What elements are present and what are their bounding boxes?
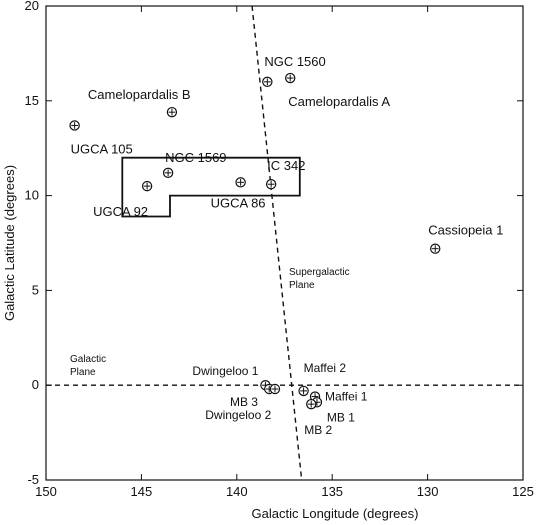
x-tick-label: 145 (131, 484, 153, 499)
point-cassiopeia-1 (430, 243, 441, 254)
label-maffei-2: Maffei 2 (304, 361, 347, 375)
reference-lines (46, 5, 523, 481)
point-ngc-1569 (162, 167, 174, 179)
x-tick-label: 125 (512, 484, 534, 499)
label-maffei-1: Maffei 1 (325, 390, 368, 404)
y-tick-label: -5 (27, 472, 39, 487)
x-axis-title: Galactic Longitude (degrees) (252, 506, 419, 521)
annotation-line: Plane (70, 367, 96, 378)
y-tick-label: 0 (32, 377, 39, 392)
annotations: Supergalactic Plane Galactic Plane (70, 267, 350, 378)
point-camelopardalis-b (166, 106, 178, 118)
annotation-line: Plane (289, 280, 315, 291)
label-ugca-105: UGCA 105 (71, 141, 133, 156)
label-dwingeloo-1: Dwingeloo 1 (192, 364, 258, 378)
label-ugca-86: UGCA 86 (211, 195, 266, 210)
label-ngc-1560: NGC 1560 (264, 54, 325, 69)
plot-frame (45, 5, 524, 481)
y-axis-title: Galactic Latitude (degrees) (2, 165, 17, 321)
point-maffei-2 (298, 385, 309, 397)
y-tick-label: 5 (32, 282, 39, 297)
point-labels: NGC 1560 Camelopardalis A Camelopardalis B… (71, 54, 504, 437)
x-tick-label: 150 (35, 484, 57, 499)
point-camelopardalis-a (285, 72, 296, 84)
annotation-supergalactic-plane: Supergalactic Plane (289, 267, 350, 291)
label-cassiopeia-1: Cassiopeia 1 (428, 223, 503, 238)
data-points (69, 72, 441, 410)
y-tick-label: 10 (25, 188, 39, 203)
point-ugca-92 (141, 180, 153, 192)
label-dwingeloo-2: Dwingeloo 2 (205, 408, 271, 422)
region-outline-group (121, 156, 301, 218)
y-tick-label: 20 (25, 0, 39, 13)
label-mb-3: MB 3 (230, 395, 258, 409)
point-ugca-105 (69, 120, 80, 131)
y-tick-label: 15 (25, 93, 39, 108)
x-tick-label: 140 (226, 484, 248, 499)
label-camelopardalis-a: Camelopardalis A (288, 94, 390, 109)
label-mb-1: MB 1 (327, 410, 355, 424)
label-ngc-1569: NGC 1569 (165, 150, 226, 165)
x-tick-label: 130 (417, 484, 439, 499)
region-outline (121, 156, 301, 218)
label-ugca-92: UGCA 92 (93, 204, 148, 219)
annotation-line: Galactic (70, 354, 106, 365)
point-mb-3 (269, 383, 281, 395)
label-ic-342: IC 342 (267, 158, 305, 173)
point-mb-2 (306, 398, 317, 410)
point-ugca-86 (235, 177, 246, 188)
point-ngc-1560 (262, 76, 273, 88)
label-camelopardalis-b: Camelopardalis B (88, 87, 191, 102)
point-ic-342 (265, 179, 277, 190)
supergalactic-plane-line (251, 5, 303, 481)
annotation-galactic-plane: Galactic Plane (70, 354, 106, 378)
label-mb-2: MB 2 (304, 423, 332, 437)
axes: 150 145 140 135 130 125 -5 0 5 10 15 20 (25, 0, 534, 499)
x-tick-label: 135 (321, 484, 343, 499)
annotation-line: Supergalactic (289, 267, 350, 278)
